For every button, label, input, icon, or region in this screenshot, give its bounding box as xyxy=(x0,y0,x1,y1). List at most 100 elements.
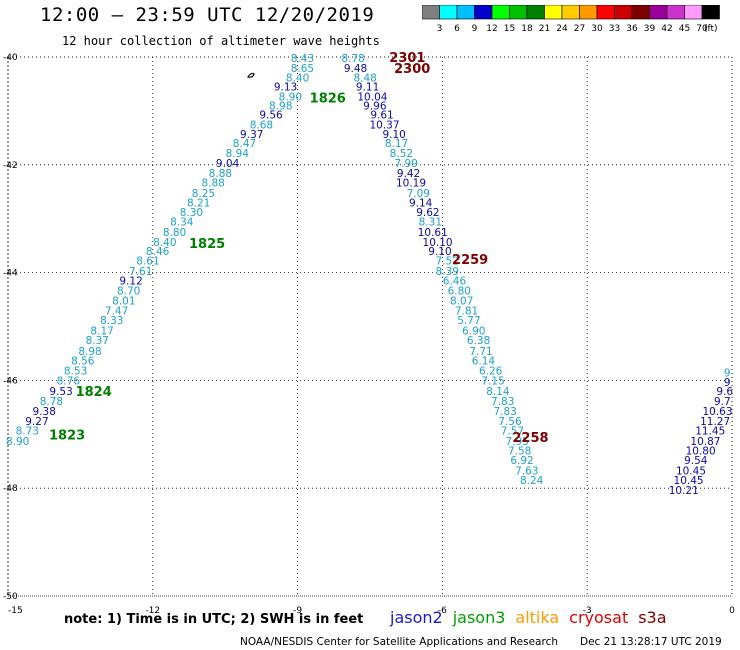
swh-value: 8.40 xyxy=(153,237,176,249)
swh-value: 8.78 xyxy=(341,53,364,65)
swh-value: 6.80 xyxy=(448,285,471,297)
swh-value: 9.7 xyxy=(714,396,731,408)
pass-time-label: 1824 xyxy=(76,385,112,400)
swh-value: 8.39 xyxy=(436,266,459,278)
swh-value: 10.45 xyxy=(674,475,704,487)
swh-value: 8.21 xyxy=(187,198,210,210)
swh-value: 8.65 xyxy=(291,63,314,75)
swh-value: 8.52 xyxy=(390,148,413,160)
swh-value: 7.09 xyxy=(407,188,430,200)
swh-value: 8.34 xyxy=(170,216,194,228)
swh-value: 9.56 xyxy=(259,110,283,122)
legend-label: 12 xyxy=(486,24,497,34)
swh-value: 7.56 xyxy=(498,416,522,428)
swh-value: 7.58 xyxy=(508,445,531,457)
swh-value: 8.61 xyxy=(136,256,159,268)
lon-tick-label: -15 xyxy=(8,606,23,616)
swh-value: 8.17 xyxy=(90,325,113,337)
legend-label: 15 xyxy=(504,24,515,34)
swh-value: 8.33 xyxy=(100,315,123,327)
lat-tick-label: -40 xyxy=(3,53,18,63)
swh-value: 9.10 xyxy=(428,246,451,258)
swh-value: 6.14 xyxy=(472,355,496,367)
swh-value: 8.47 xyxy=(233,138,256,150)
swh-value: 8.01 xyxy=(112,296,135,308)
swh-value: 9.53 xyxy=(49,386,72,398)
swh-value: 8.46 xyxy=(146,246,170,258)
swh-value: 10.45 xyxy=(676,465,706,477)
pass-time-label: 2258 xyxy=(512,431,548,446)
swh-value: 11.45 xyxy=(695,426,725,438)
pass-time-label: 2301 xyxy=(389,51,425,66)
swh-value: 8.88 xyxy=(209,168,232,180)
pass-time-label: 2300 xyxy=(394,62,430,77)
swh-value: 6.46 xyxy=(443,276,467,288)
lat-tick-label: -42 xyxy=(3,161,18,171)
swh-value: 10.21 xyxy=(669,485,699,497)
legend-label: 9 xyxy=(472,24,478,34)
legend-label: 30 xyxy=(591,24,603,34)
lon-tick-label: -6 xyxy=(438,606,447,616)
legend-label: 27 xyxy=(574,24,585,34)
color-legend: 3 6 9 12 15 18 21 24 27 30 33 36 39 42 45 70(ft) xyxy=(422,5,720,34)
swh-value: 8.37 xyxy=(86,335,109,347)
legend-label: 42 xyxy=(661,24,672,34)
swh-value: 8.78 xyxy=(40,396,63,408)
swh-value: 9.12 xyxy=(119,276,142,288)
swh-value: 8.98 xyxy=(269,101,292,113)
map-frame xyxy=(7,56,733,597)
legend-label: 45 xyxy=(679,24,690,34)
swh-value: 7.95 xyxy=(506,436,529,448)
swh-value: 9.42 xyxy=(397,168,420,180)
swh-value: 8.98 xyxy=(78,346,101,358)
lon-tick-label: -12 xyxy=(145,606,160,616)
swh-value: 10.10 xyxy=(423,237,453,249)
swh-value: 8.31 xyxy=(419,216,442,228)
lon-tick-label: 0 xyxy=(729,606,735,616)
lat-tick-label: -50 xyxy=(3,592,18,602)
swh-value: 8.88 xyxy=(201,178,224,190)
swh-value: 8.25 xyxy=(192,188,215,200)
swh-value: 7.81 xyxy=(455,305,478,317)
legend-swatch xyxy=(701,5,720,20)
satellite-jason3: jason3 xyxy=(452,608,506,627)
swh-value: 8.24 xyxy=(520,475,544,487)
credit-line: NOAA/NESDIS Center for Satellite Applica… xyxy=(240,636,558,648)
swh-value: 9.96 xyxy=(363,101,387,113)
swh-value: 9.27 xyxy=(25,416,48,428)
swh-value: 7.83 xyxy=(491,396,514,408)
swh-value: 6.38 xyxy=(467,335,490,347)
swh-value: 8.94 xyxy=(226,148,250,160)
swh-value: 7.99 xyxy=(395,158,418,170)
swh-value: 7.71 xyxy=(469,346,492,358)
swh-value: 10.04 xyxy=(357,91,387,103)
legend-label: 70 xyxy=(696,24,708,34)
swh-value: 9 xyxy=(724,377,731,389)
swh-value: 8.07 xyxy=(450,296,473,308)
generated-timestamp: Dec 21 13:28:17 UTC 2019 xyxy=(580,636,722,648)
lon-tick-label: -9 xyxy=(293,606,302,616)
pass-time-label: 1826 xyxy=(310,91,346,106)
legend-label: 39 xyxy=(644,24,656,34)
swh-value: 9.61 xyxy=(370,110,393,122)
swh-value: 9 xyxy=(724,367,731,379)
swh-value: 7.52 xyxy=(436,256,459,268)
swh-value: 9.11 xyxy=(356,82,379,94)
swh-value: 6.92 xyxy=(510,455,533,467)
swh-value: 8.90 xyxy=(6,436,29,448)
swh-value: 10.63 xyxy=(702,406,732,418)
swh-value: 8.43 xyxy=(291,53,314,65)
swh-value: 8.73 xyxy=(16,426,39,438)
swh-value: 8.70 xyxy=(117,285,140,297)
legend-label: 6 xyxy=(454,24,460,34)
swh-value: 5.77 xyxy=(457,315,480,327)
satellite-cryosat: cryosat xyxy=(569,608,629,627)
swh-value: 8.53 xyxy=(64,366,87,378)
swh-value: 6.26 xyxy=(479,366,503,378)
legend-label: 33 xyxy=(609,24,620,34)
swh-value: 7.83 xyxy=(493,406,516,418)
swh-value: 7.63 xyxy=(515,465,538,477)
pass-time-label: 2259 xyxy=(452,253,488,268)
legend-label: 21 xyxy=(539,24,550,34)
